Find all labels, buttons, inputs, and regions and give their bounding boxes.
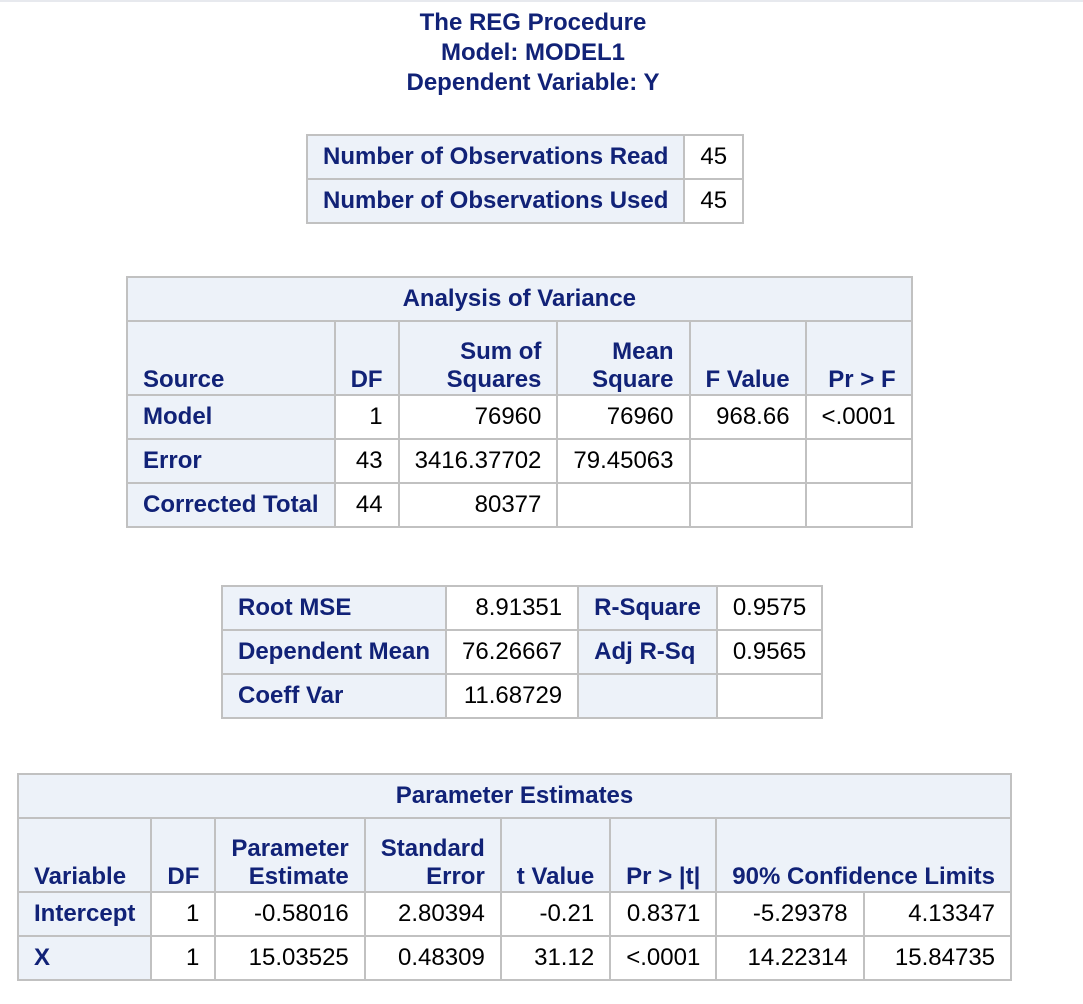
procedure-titles: The REG Procedure Model: MODEL1 Dependen… [0,8,1066,98]
table-caption-row: Parameter Estimates [16,773,1013,819]
row-header: X [16,935,153,981]
cell: 45 [683,178,745,224]
column-header-df: DF [150,817,217,893]
cell: 1 [333,394,400,440]
cell [688,482,807,528]
row-header: Model [126,394,336,440]
column-header-source: Source [126,320,336,396]
table-row: Number of Observations Read 45 [305,134,745,180]
cell: 968.66 [688,394,807,440]
table-row: Coeff Var 11.68729 [220,673,824,719]
cell [804,482,913,528]
cell: <.0001 [804,394,913,440]
table-row: Dependent Mean 76.26667 Adj R-Sq 0.9565 [220,629,824,675]
column-header-confidence-limits: 90% Confidence Limits [715,817,1013,893]
column-header-p: Pr > |t| [609,817,718,893]
cell [715,673,824,719]
observations-table: Number of Observations Read 45 Number of… [305,134,745,224]
cell: 0.8371 [609,891,718,937]
table-header-row: Variable DF Parameter Estimate Standard Er… [16,817,1013,893]
table-row: X 1 15.03525 0.48309 31.12 <.0001 14.223… [16,935,1013,981]
cell: 31.12 [499,935,612,981]
cell: 4.13347 [862,891,1013,937]
cell: 1 [150,935,217,981]
row-header: Number of Observations Read [305,134,686,180]
anova-table: Analysis of Variance Source DF Sum of Squ… [126,276,913,528]
header-line: Error [426,863,485,890]
cell: 44 [333,482,400,528]
row-header: Root MSE [220,585,448,631]
cell: 0.9575 [715,585,824,631]
cell: 3416.37702 [397,438,559,484]
column-header-f: F Value [688,320,807,396]
header-line: Estimate [248,863,349,890]
row-header: Number of Observations Used [305,178,686,224]
table-row: Model 1 76960 76960 968.66 <.0001 [126,394,913,440]
cell: 76.26667 [445,629,580,675]
parameter-estimates-table: Parameter Estimates Variable DF Paramete… [16,773,1013,981]
header-line: Standard [380,835,485,862]
cell: 45 [683,134,745,180]
cell [804,438,913,484]
cell: 2.80394 [363,891,502,937]
table-row: Corrected Total 44 80377 [126,482,913,528]
table-caption: Analysis of Variance [126,276,913,322]
cell [556,482,691,528]
dependent-variable-title: Dependent Variable: Y [406,69,660,96]
cell: -0.58016 [214,891,366,937]
row-header: Corrected Total [126,482,336,528]
cell: 14.22314 [715,935,865,981]
cell: 0.48309 [363,935,502,981]
cell: -5.29378 [715,891,865,937]
cell: 80377 [397,482,559,528]
column-header-t: t Value [499,817,612,893]
cell: 8.91351 [445,585,580,631]
cell: <.0001 [609,935,718,981]
cell [688,438,807,484]
table-row: Intercept 1 -0.58016 2.80394 -0.21 0.837… [16,891,1013,937]
column-header-estimate: Parameter Estimate [214,817,366,893]
cell: -0.21 [499,891,612,937]
column-header-df: DF [333,320,400,396]
table-row: Error 43 3416.37702 79.45063 [126,438,913,484]
row-header: Coeff Var [220,673,448,719]
model-title: Model: MODEL1 [441,39,625,66]
column-header-variable: Variable [16,817,153,893]
cell: 0.9565 [715,629,824,675]
fit-statistics-table: Root MSE 8.91351 R-Square 0.9575 Depende… [220,585,824,719]
cell: 11.68729 [445,673,580,719]
cell: 43 [333,438,400,484]
cell: 76960 [556,394,691,440]
row-header: Dependent Mean [220,629,448,675]
row-header: Adj R-Sq [577,629,718,675]
procedure-title: The REG Procedure [419,9,647,36]
row-header: Error [126,438,336,484]
cell: 79.45063 [556,438,691,484]
cell: 15.84735 [862,935,1013,981]
column-header-p: Pr > F [804,320,913,396]
header-line: Squares [446,366,542,393]
top-divider [0,0,1083,2]
header-line: Sum of [460,338,542,365]
cell: 1 [150,891,217,937]
table-caption-row: Analysis of Variance [126,276,913,322]
table-header-row: Source DF Sum of Squares Mean Square F Val… [126,320,913,396]
column-header-ss: Sum of Squares [397,320,559,396]
column-header-stderr: Standard Error [363,817,502,893]
cell: 76960 [397,394,559,440]
header-line: Square [592,366,674,393]
cell: 15.03525 [214,935,366,981]
table-row: Number of Observations Used 45 [305,178,745,224]
header-line: Mean [612,338,674,365]
row-header: R-Square [577,585,718,631]
table-caption: Parameter Estimates [16,773,1013,819]
header-line: Parameter [231,835,349,862]
column-header-ms: Mean Square [556,320,691,396]
row-header: Intercept [16,891,153,937]
table-row: Root MSE 8.91351 R-Square 0.9575 [220,585,824,631]
row-header-empty [577,673,718,719]
